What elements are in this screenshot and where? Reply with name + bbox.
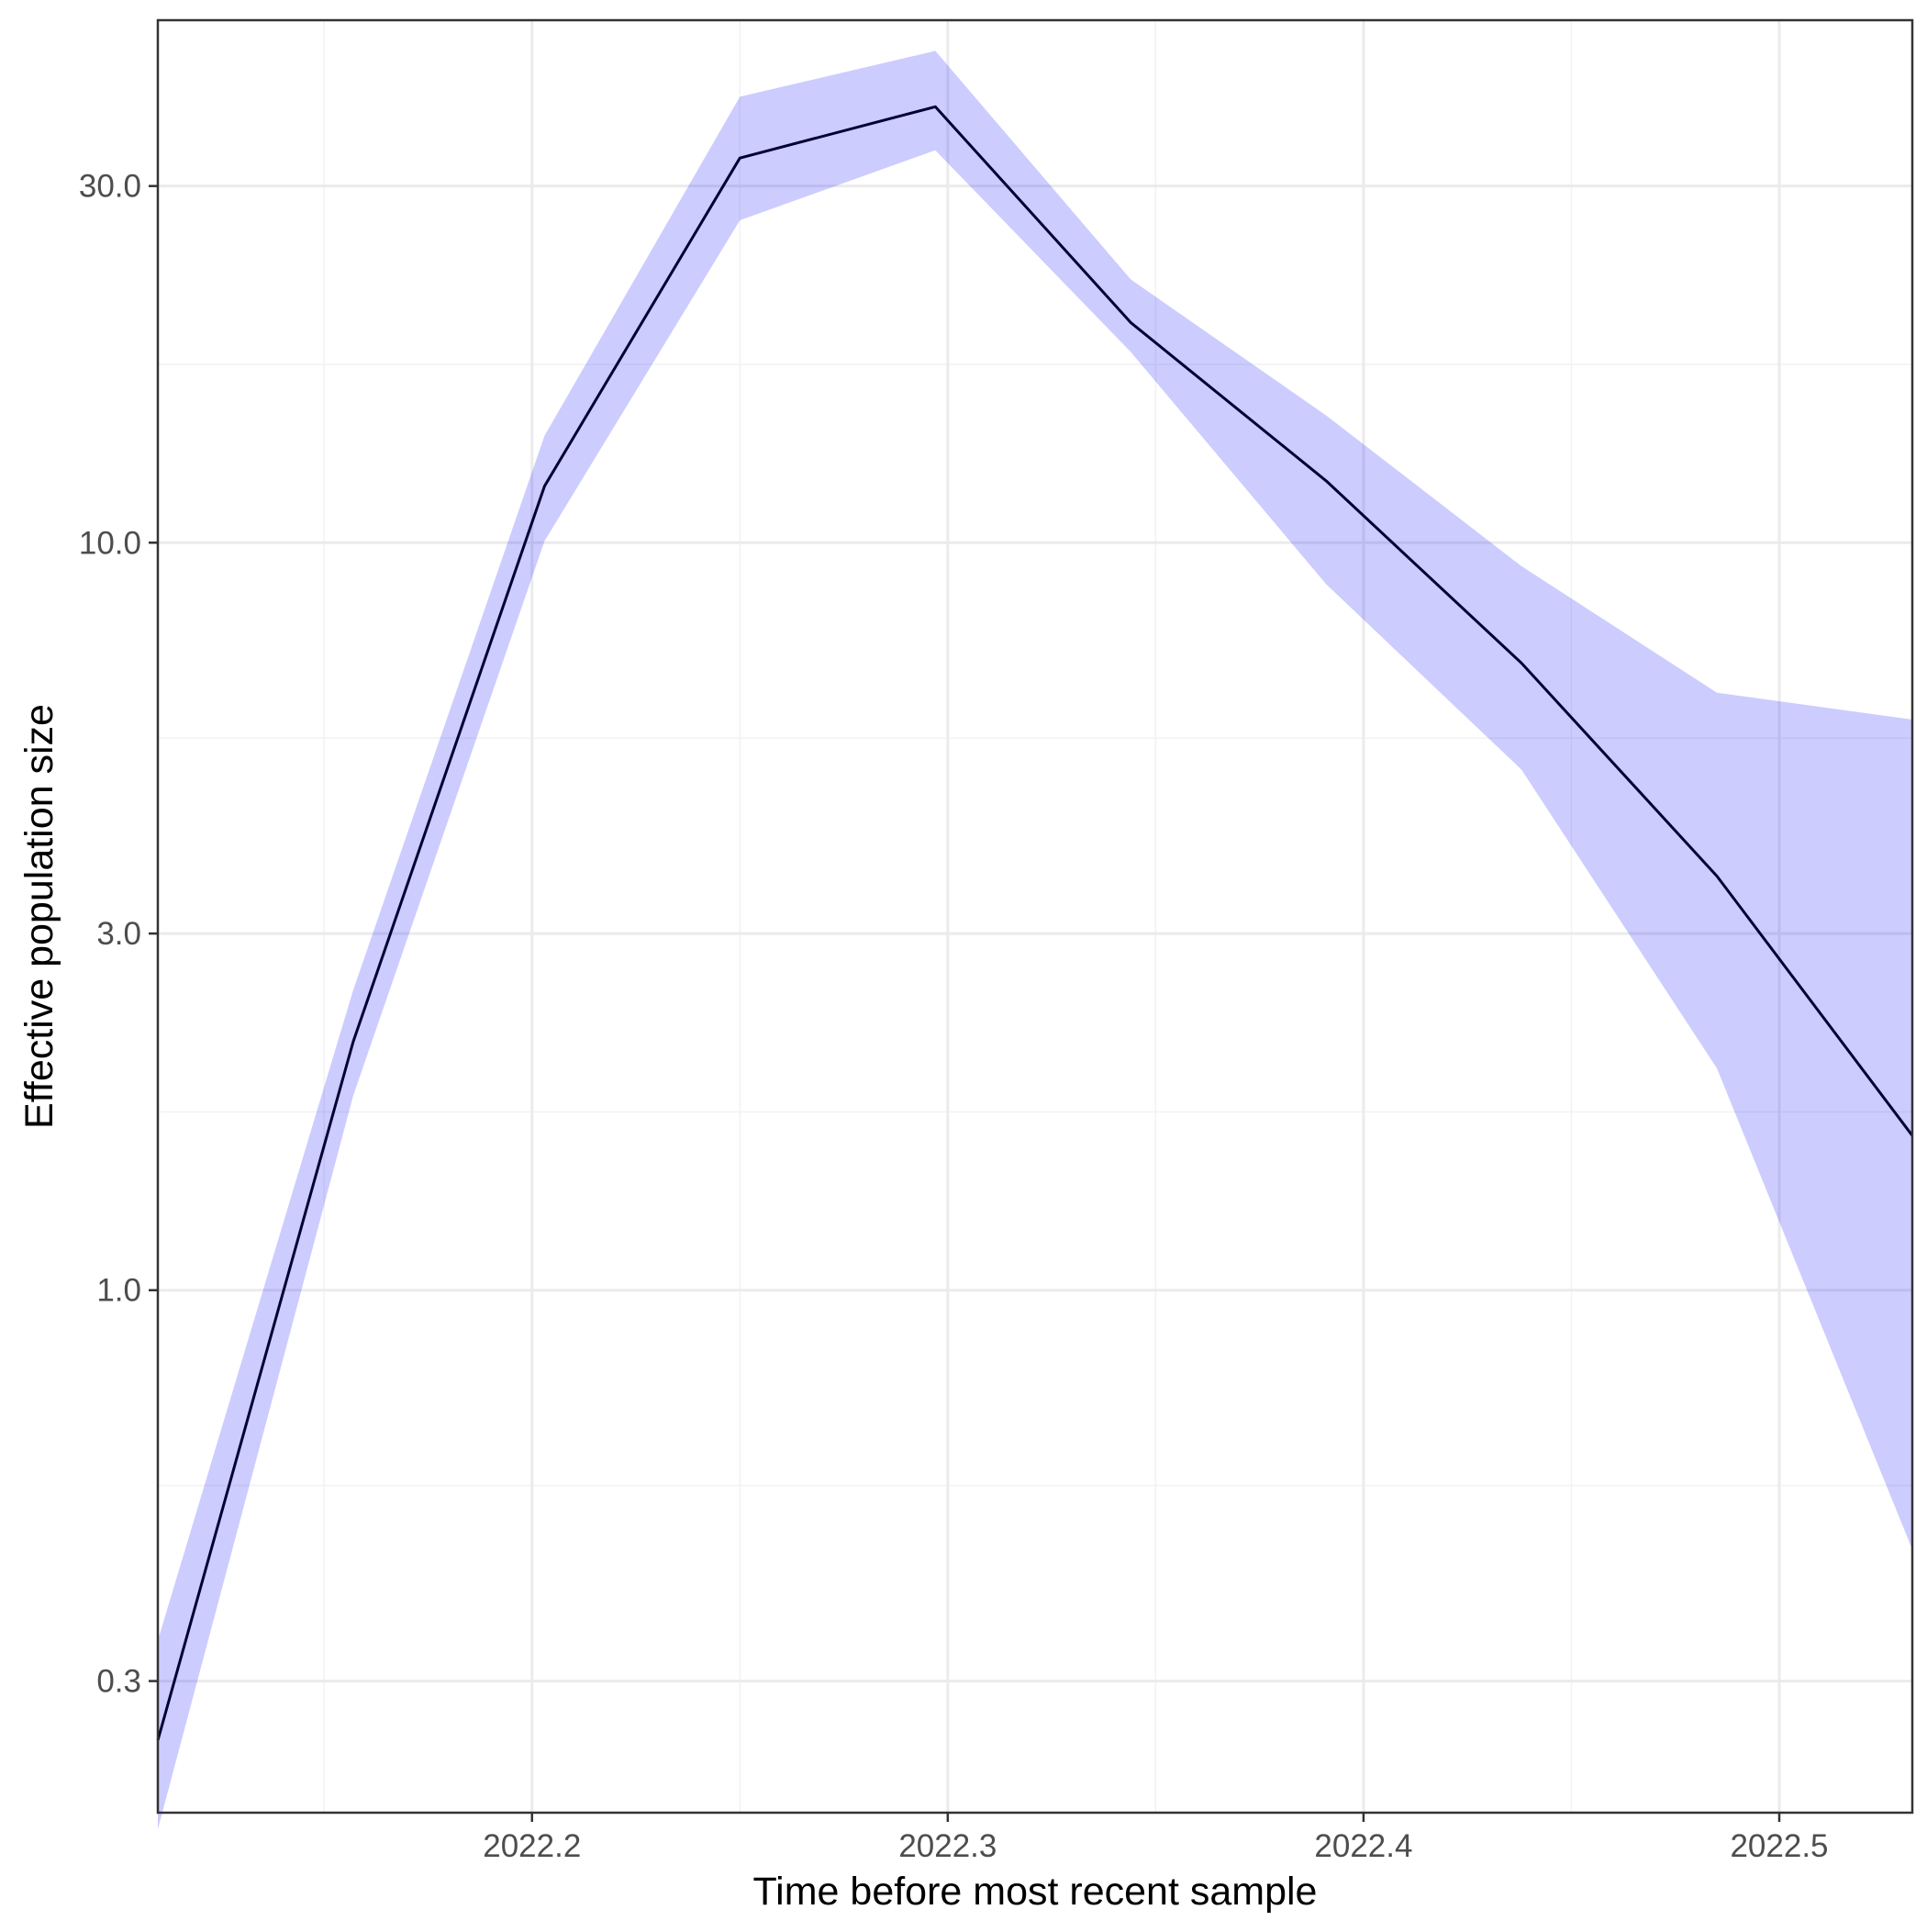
y-tick-label: 1.0 (96, 1273, 141, 1309)
y-tick-label: 0.3 (96, 1664, 141, 1700)
x-tick-label: 2022.4 (1314, 1828, 1412, 1864)
y-tick-label: 3.0 (96, 916, 141, 952)
x-axis-title: Time before most recent sample (753, 1870, 1318, 1914)
x-tick-label: 2022.3 (898, 1828, 997, 1864)
y-tick-label: 30.0 (79, 169, 141, 205)
x-tick-label: 2022.2 (483, 1828, 581, 1864)
x-tick-label: 2022.5 (1730, 1828, 1828, 1864)
y-axis-title: Effective population size (17, 704, 61, 1129)
y-tick-label: 10.0 (79, 525, 141, 561)
